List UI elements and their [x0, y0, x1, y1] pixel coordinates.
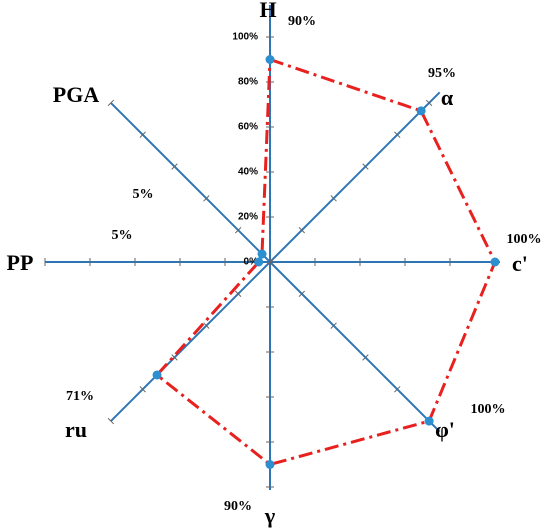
tick-label: 40%	[238, 167, 258, 178]
tick-mark	[362, 163, 369, 170]
axis-name: φ'	[435, 417, 455, 442]
data-point	[490, 257, 500, 267]
tick-label: 20%	[238, 212, 258, 223]
value-label: 90%	[288, 14, 316, 29]
tick-mark	[362, 354, 369, 361]
value-label: 90%	[224, 499, 252, 514]
tick-mark	[171, 354, 178, 361]
tick-mark	[330, 195, 337, 202]
axis-line	[110, 261, 271, 422]
axis-line	[110, 102, 271, 263]
value-label: 5%	[112, 228, 133, 243]
data-point	[254, 257, 264, 267]
axis-name: PP	[7, 250, 34, 275]
tick-label: 60%	[238, 122, 258, 133]
tick-mark	[171, 163, 178, 170]
data-point	[416, 106, 426, 116]
data-point	[265, 55, 275, 64]
tick-mark	[139, 131, 146, 138]
axis-name: H	[259, 0, 276, 22]
axis-line	[269, 91, 441, 263]
value-label: 95%	[428, 66, 456, 81]
tick-mark	[330, 322, 337, 329]
axis-name: α	[441, 85, 454, 110]
tick-label: 80%	[238, 77, 258, 88]
tick-label: 0%	[244, 257, 259, 268]
axis-name: γ	[264, 503, 275, 528]
axis-name: c'	[512, 251, 528, 276]
tick-mark	[234, 290, 242, 298]
tick-mark	[425, 99, 433, 107]
tick-mark	[394, 131, 401, 138]
value-label: 5%	[133, 187, 154, 202]
tick-mark	[298, 226, 306, 234]
value-label: 71%	[66, 389, 94, 404]
tick-mark	[203, 322, 210, 329]
data-point	[424, 416, 434, 426]
tick-mark	[139, 386, 146, 393]
tick-mark	[107, 417, 115, 425]
tick-label: 100%	[232, 32, 258, 43]
tick-mark	[203, 195, 210, 202]
tick-mark	[394, 386, 401, 393]
tick-mark	[234, 226, 242, 234]
tick-mark	[298, 290, 306, 298]
value-label: 100%	[471, 402, 506, 417]
data-point	[257, 249, 267, 259]
value-label: 100%	[507, 232, 542, 247]
data-point	[265, 460, 275, 469]
axis-name: ru	[65, 417, 87, 442]
axis-name: PGA	[53, 82, 100, 107]
data-point	[152, 370, 162, 380]
axis-line	[269, 261, 441, 433]
tick-mark	[107, 99, 115, 107]
tick-mark	[266, 258, 274, 266]
